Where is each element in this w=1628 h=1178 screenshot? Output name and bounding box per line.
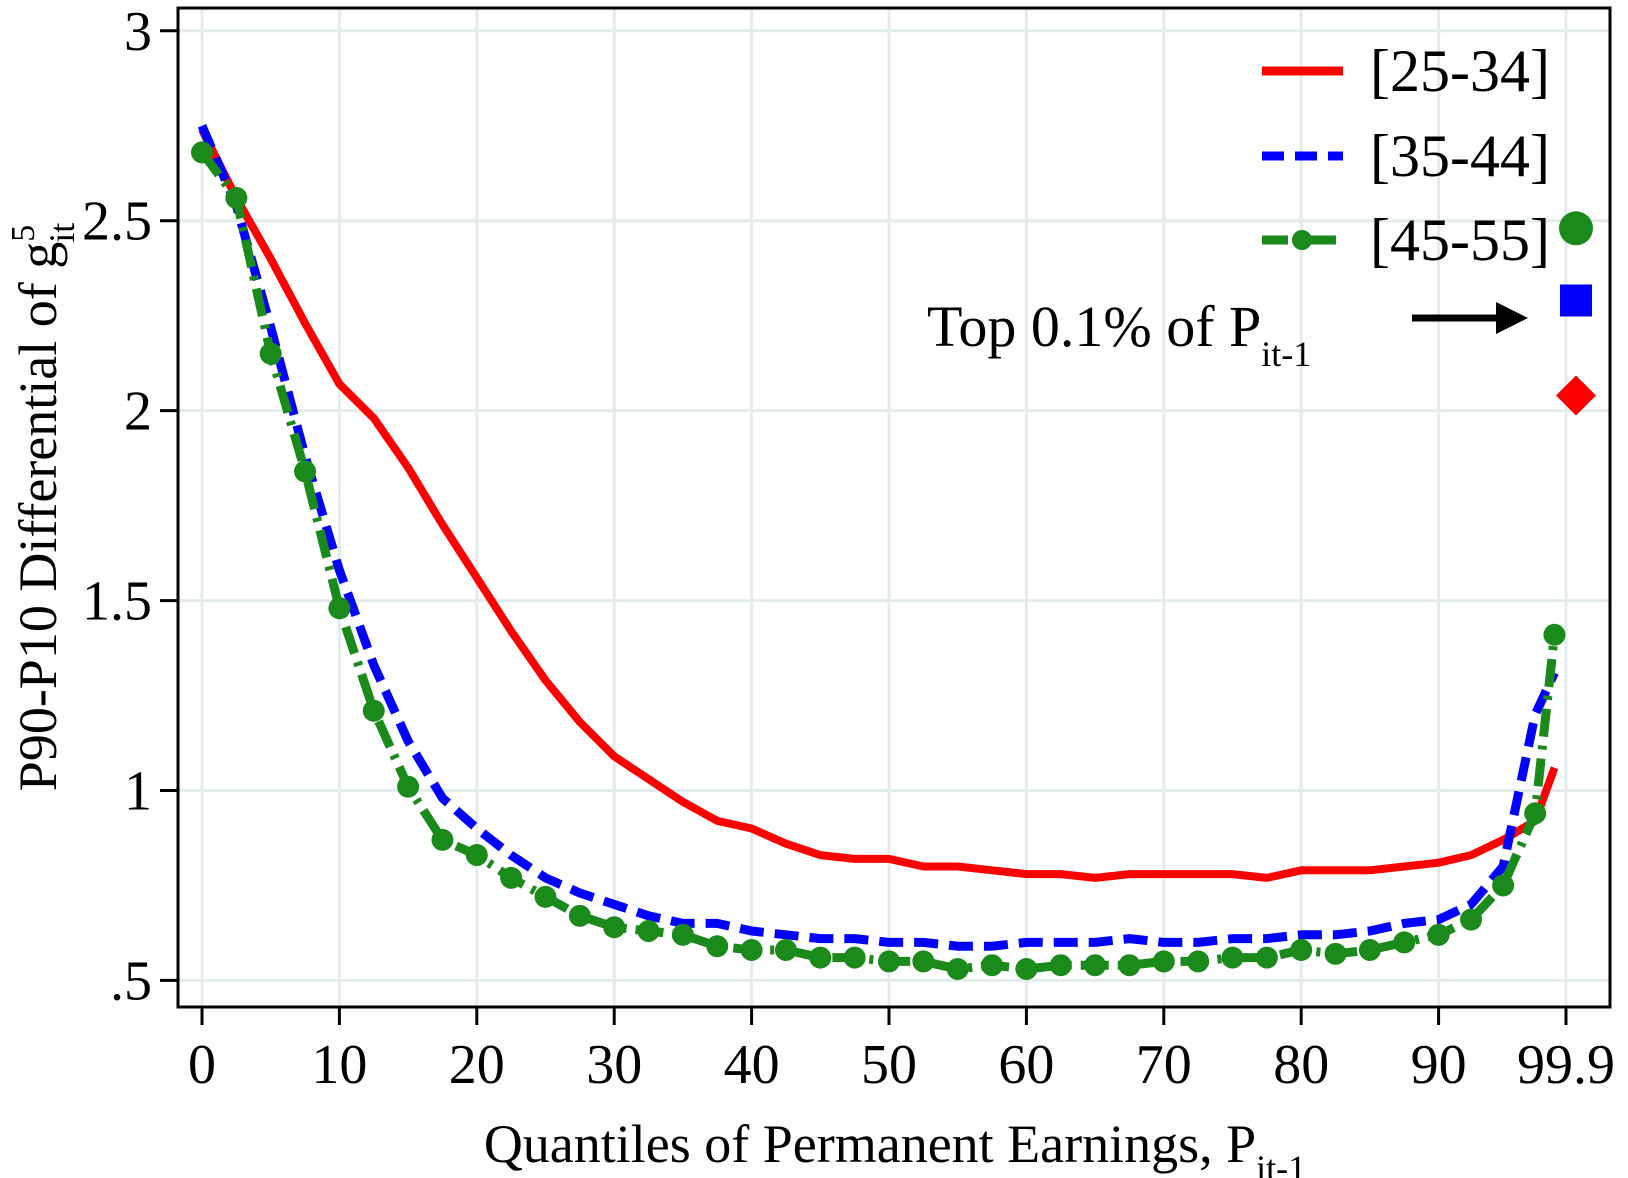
series-45-55-point	[1015, 958, 1038, 981]
series-45-55-point	[1152, 950, 1175, 973]
series-45-55-point	[1049, 954, 1072, 977]
x-tick-label: 60	[998, 1034, 1054, 1096]
series-45-55-point	[1290, 939, 1313, 962]
y-axis-title: P90-P10 Differential of g5it	[5, 223, 82, 791]
series-45-55-point	[534, 885, 557, 908]
series-line-35-44	[197, 124, 1559, 951]
series-45-55-point	[1460, 908, 1483, 931]
y-axis-title-main: P90-P10 Differential of g	[8, 242, 68, 791]
y-axis-title-superscript: 5	[5, 225, 42, 242]
legend-label-45-55: [45-55]	[1370, 207, 1550, 273]
series-45-55-point	[1324, 942, 1347, 965]
top-percentile-annotation: Top 0.1% of Pit-1	[927, 294, 1528, 374]
x-tick-label: 0	[188, 1034, 216, 1096]
y-tick-label: 2.5	[82, 191, 152, 253]
series-45-55-point	[1084, 954, 1107, 977]
y-axis-title-subscript: it	[42, 223, 82, 243]
series-45-55-point	[225, 186, 248, 209]
top-marker-diamond	[1556, 375, 1596, 416]
series-45-55-point	[774, 939, 797, 962]
annotation-text: Top 0.1% of Pit-1	[927, 294, 1311, 374]
x-tick-label: 10	[311, 1034, 367, 1096]
legend-label-25-34: [25-34]	[1370, 38, 1550, 104]
legend-label-35-44: [35-44]	[1370, 123, 1550, 189]
series-45-55-point	[1427, 923, 1450, 946]
x-axis-title-subscript: it-1	[1256, 1148, 1306, 1178]
series-45-55-point	[637, 920, 660, 943]
series-layer	[191, 124, 1596, 981]
grid-lines	[178, 8, 1610, 1007]
series-45-55-point	[1255, 946, 1278, 969]
x-axis-title: Quantiles of Permanent Earnings, Pit-1	[484, 1114, 1306, 1178]
y-tick-label: 3	[124, 1, 152, 63]
legend-swatch-45-55-marker	[1292, 230, 1312, 250]
plot-frame	[176, 6, 1612, 1009]
series-45-55-point	[946, 958, 969, 981]
series-45-55-point	[397, 775, 420, 798]
series-45-55-point	[500, 866, 523, 889]
series-45-55-point	[568, 904, 591, 927]
series-line-25-34	[198, 127, 1559, 882]
series-45-55-point	[259, 342, 282, 365]
x-tick-label: 40	[724, 1034, 780, 1096]
series-45-55-point	[912, 950, 935, 973]
series-line-45-55	[198, 149, 1559, 974]
series-45-55-point	[1492, 874, 1515, 897]
x-tick-label: 80	[1273, 1034, 1329, 1096]
series-45-55-point	[1187, 950, 1210, 973]
top-marker-circle	[1559, 211, 1593, 246]
y-tick-label: 1	[124, 760, 152, 822]
series-45-55-point	[740, 939, 763, 962]
x-tick-label: 50	[861, 1034, 917, 1096]
series-45-55-point	[843, 946, 866, 969]
x-tick-label: 90	[1411, 1034, 1467, 1096]
x-tick-label: 20	[449, 1034, 505, 1096]
series-45-55-point	[1221, 946, 1244, 969]
y-tick-label: 1.5	[82, 571, 152, 633]
series-45-55-point	[1393, 931, 1416, 954]
series-45-55-point	[603, 916, 626, 939]
y-tick-label: 2	[124, 381, 152, 443]
series-45-55-point	[706, 935, 729, 958]
series-45-55-point	[294, 460, 317, 483]
x-axis-title-main: Quantiles of Permanent Earnings, P	[484, 1114, 1256, 1174]
series-45-55-point	[809, 946, 832, 969]
y-tick-label: .5	[110, 950, 152, 1012]
series-45-55-point	[1358, 939, 1381, 962]
annotation-main: Top 0.1% of P	[927, 294, 1261, 359]
x-tick-label: 30	[586, 1034, 642, 1096]
series-45-55-point	[465, 844, 488, 867]
legend: [25-34] [35-44] [45-55]	[1262, 38, 1550, 273]
annotation-arrow-icon	[1496, 302, 1528, 334]
axis-ticks: 0 10 20 30 40 50 60 70 80 90 99.9 .5 1 1.5 2 2.5 3	[82, 1, 1615, 1096]
series-45-55-point	[1524, 802, 1547, 825]
series-45-55-point	[878, 950, 900, 973]
series-45-55-point	[362, 699, 385, 722]
x-tick-label: 70	[1136, 1034, 1192, 1096]
x-tick-label: 99.9	[1517, 1034, 1615, 1096]
series-45-55-point	[328, 597, 351, 620]
series-45-55-point	[431, 828, 454, 851]
series-45-55-point	[1118, 954, 1141, 977]
annotation-subscript: it-1	[1261, 334, 1311, 374]
series-45-55-point	[981, 954, 1004, 977]
series-45-55-point	[671, 923, 694, 946]
series-45-55-point	[1543, 623, 1566, 646]
top-marker-square	[1560, 284, 1592, 317]
series-45-55-point	[191, 141, 213, 164]
